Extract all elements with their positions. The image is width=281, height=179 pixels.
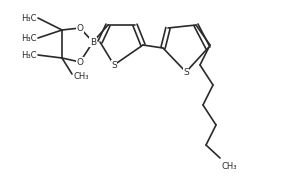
Text: S: S — [111, 61, 117, 69]
Text: S: S — [183, 67, 189, 76]
Text: CH₃: CH₃ — [73, 71, 89, 81]
Text: O: O — [76, 23, 83, 33]
Text: B: B — [90, 37, 96, 47]
Text: H₃C: H₃C — [22, 13, 37, 23]
Text: O: O — [76, 57, 83, 67]
Text: H₃C: H₃C — [22, 33, 37, 42]
Text: H₃C: H₃C — [22, 50, 37, 59]
Text: CH₃: CH₃ — [222, 162, 237, 171]
